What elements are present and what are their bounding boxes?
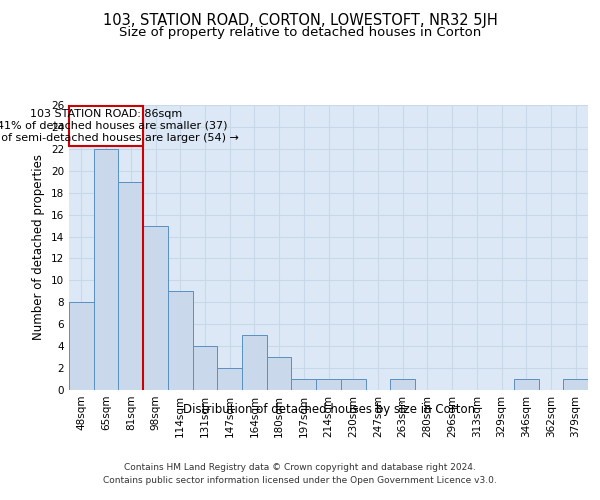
Text: Size of property relative to detached houses in Corton: Size of property relative to detached ho…	[119, 26, 481, 39]
Bar	[292, 379, 316, 390]
Bar	[217, 368, 242, 390]
Bar	[563, 379, 588, 390]
Bar	[193, 346, 217, 390]
Bar	[69, 302, 94, 390]
Text: ← 41% of detached houses are smaller (37): ← 41% of detached houses are smaller (37…	[0, 121, 228, 131]
Bar	[390, 379, 415, 390]
Bar	[514, 379, 539, 390]
Text: 103 STATION ROAD: 86sqm: 103 STATION ROAD: 86sqm	[30, 109, 182, 119]
Text: Contains HM Land Registry data © Crown copyright and database right 2024.
Contai: Contains HM Land Registry data © Crown c…	[103, 462, 497, 484]
Bar	[69, 106, 143, 146]
Bar	[143, 226, 168, 390]
Text: 59% of semi-detached houses are larger (54) →: 59% of semi-detached houses are larger (…	[0, 133, 239, 143]
Bar	[168, 292, 193, 390]
Bar	[118, 182, 143, 390]
Text: 103, STATION ROAD, CORTON, LOWESTOFT, NR32 5JH: 103, STATION ROAD, CORTON, LOWESTOFT, NR…	[103, 12, 497, 28]
Bar	[267, 357, 292, 390]
Bar	[242, 335, 267, 390]
Text: Distribution of detached houses by size in Corton: Distribution of detached houses by size …	[183, 402, 475, 415]
Y-axis label: Number of detached properties: Number of detached properties	[32, 154, 46, 340]
Bar	[341, 379, 365, 390]
Bar	[94, 149, 118, 390]
Bar	[316, 379, 341, 390]
